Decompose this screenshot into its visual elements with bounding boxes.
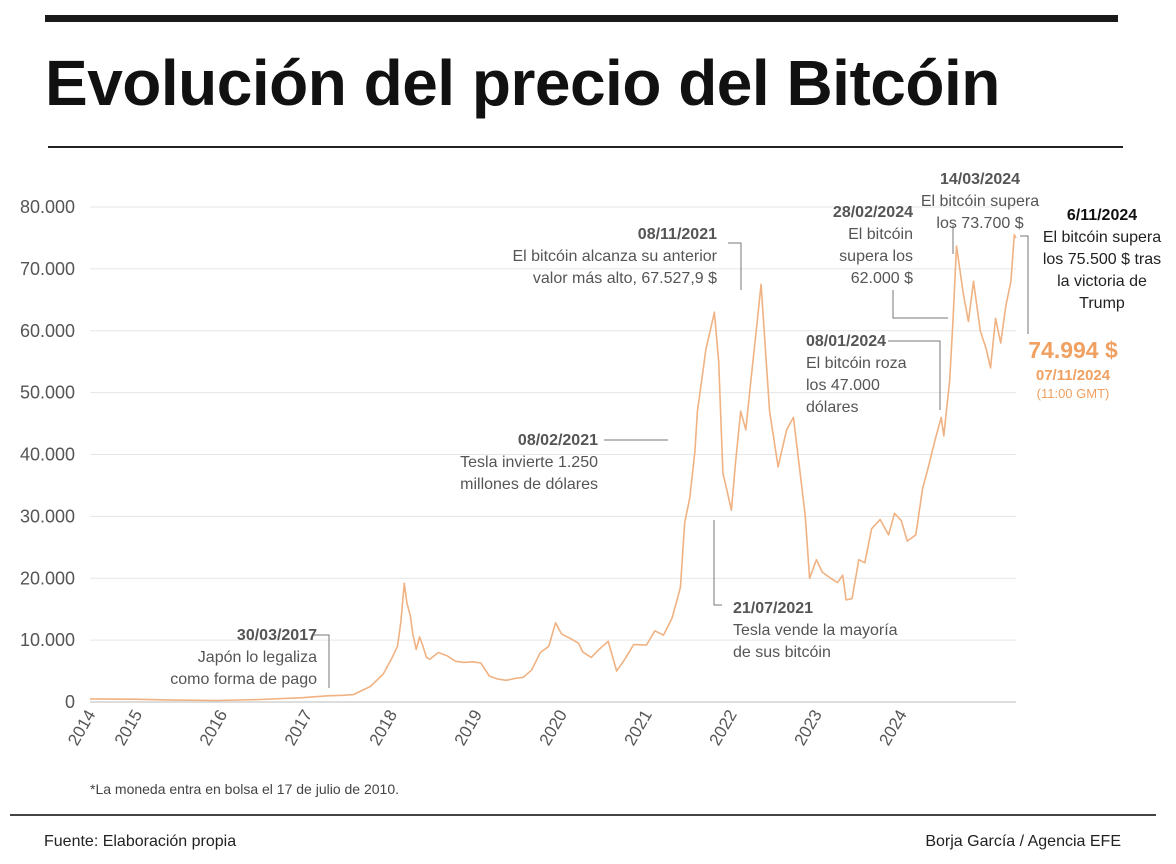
annotation-date: 28/02/2024	[833, 204, 913, 221]
annotation-text: El bitcóin roza	[806, 355, 907, 372]
y-tick-label: 40.000	[20, 445, 75, 465]
footnote: *La moneda entra en bolsa el 17 de julio…	[90, 781, 400, 797]
last-price-date: 07/11/2024	[1036, 367, 1111, 384]
annotation-text: Japón lo legaliza	[198, 649, 317, 666]
annotation-text: supera los	[839, 248, 913, 265]
annotation-text: 62.000 $	[851, 270, 913, 287]
annotation-date: 14/03/2024	[940, 171, 1020, 188]
y-tick-label: 20.000	[20, 568, 75, 588]
y-tick-label: 60.000	[20, 321, 75, 341]
y-tick-label: 30.000	[20, 506, 75, 526]
source-credit: Fuente: Elaboración propia	[44, 833, 237, 850]
annotation-date: 6/11/2024	[1067, 207, 1137, 224]
x-tick-label: 2024	[875, 707, 910, 749]
page-title: Evolución del precio del Bitcóin	[45, 47, 1000, 119]
annotation-text: los 73.700 $	[936, 215, 1023, 232]
title-divider	[48, 146, 1123, 148]
annotation-leader-line	[892, 290, 948, 319]
x-tick-label: 2022	[705, 707, 740, 749]
annotation-date: 30/03/2017	[237, 627, 317, 644]
last-price-value: 74.994 $	[1028, 337, 1118, 363]
annotation-text: El bitcóin	[848, 226, 913, 243]
annotation-leader-line	[728, 242, 742, 290]
y-tick-label: 70.000	[20, 259, 75, 279]
x-tick-label: 2023	[790, 707, 825, 749]
top-rule	[45, 15, 1118, 22]
x-tick-label: 2021	[621, 707, 656, 749]
x-tick-label: 2018	[366, 707, 401, 749]
annotation-text: como forma de pago	[170, 671, 317, 688]
x-tick-label: 2019	[451, 707, 486, 749]
y-tick-label: 80.000	[20, 197, 75, 217]
y-tick-label: 50.000	[20, 383, 75, 403]
x-tick-label: 2015	[111, 707, 146, 749]
annotation-leader-line	[713, 520, 722, 606]
annotation-leader-line	[1020, 235, 1029, 334]
annotation-leader-line	[313, 634, 330, 688]
price-series-line	[89, 234, 1017, 702]
x-tick-label: 2016	[196, 707, 231, 749]
author-credit: Borja García / Agencia EFE	[925, 833, 1121, 850]
annotation-text: millones de dólares	[460, 476, 598, 493]
y-tick-label: 10.000	[20, 630, 75, 650]
x-tick-label: 2017	[281, 707, 316, 749]
annotation-text: los 47.000	[806, 377, 880, 394]
annotation-text: El bitcóin alcanza su anterior	[512, 248, 717, 265]
annotation-text: Trump	[1079, 295, 1125, 312]
annotation-date: 21/07/2021	[733, 600, 813, 617]
footer-divider	[10, 814, 1156, 816]
annotation-text: la victoria de	[1057, 273, 1147, 290]
y-tick-label: 0	[65, 692, 75, 712]
x-tick-label: 2020	[536, 707, 571, 749]
annotation-text: Tesla invierte 1.250	[460, 454, 598, 471]
annotation-text: los 75.500 $ tras	[1043, 251, 1161, 268]
annotation-date: 08/11/2021	[638, 226, 717, 243]
annotation-text: El bitcóin supera	[1043, 229, 1161, 246]
annotation-date: 08/02/2021	[518, 432, 598, 449]
annotation-text: dólares	[806, 399, 858, 416]
annotation-text: Tesla vende la mayoría	[733, 622, 898, 639]
annotation-text: de sus bitcóin	[733, 644, 831, 661]
annotation-text: valor más alto, 67.527,9 $	[533, 270, 717, 287]
last-price-time: (11:00 GMT)	[1037, 386, 1110, 401]
annotation-date: 08/01/2024	[806, 333, 886, 350]
annotation-text: El bitcóin supera	[921, 193, 1039, 210]
x-tick-label: 2014	[64, 707, 99, 749]
price-line-chart: 0 10.000 20.000 30.000 40.000 50.000 60.000 70.…	[20, 171, 1161, 749]
annotation-leader-line	[888, 340, 941, 410]
